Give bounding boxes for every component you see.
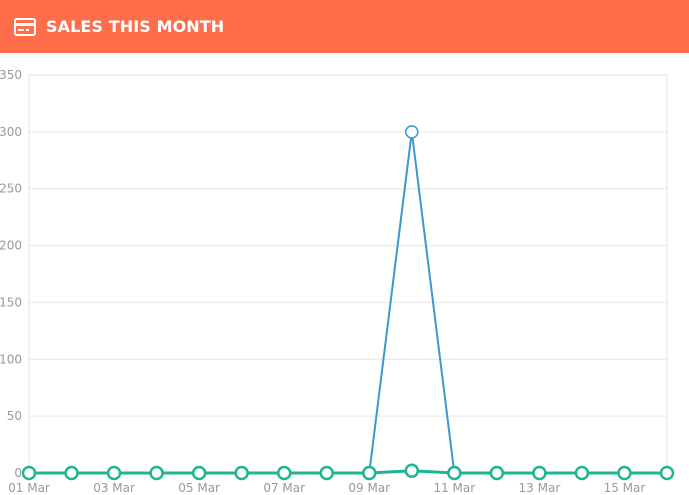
x-tick-label: 07 Mar <box>263 481 305 495</box>
data-point <box>574 465 590 481</box>
data-point <box>532 465 547 481</box>
x-tick-label: 11 Mar <box>433 481 475 495</box>
data-point <box>405 125 419 139</box>
y-tick-label: 300 <box>0 125 22 139</box>
sales-chart: 0 50 100 150 200 250 300 350 01 Mar 03 Mar 05 Mar… <box>0 53 689 495</box>
widget-title: SALES THIS MONTH <box>46 17 225 36</box>
y-tick-label: 50 <box>7 409 22 423</box>
data-point <box>617 465 632 481</box>
y-tick-label: 100 <box>0 352 22 366</box>
data-point <box>234 465 249 481</box>
credit-card-icon <box>14 16 36 38</box>
data-point <box>149 465 164 481</box>
widget-header: SALES THIS MONTH <box>0 0 689 53</box>
series-line <box>29 469 667 475</box>
y-tick-label: 150 <box>0 295 22 309</box>
x-tick-label: 01 Mar <box>8 481 50 495</box>
data-point <box>362 465 377 481</box>
grid-lines <box>28 74 668 474</box>
x-tick-label: 15 Mar <box>604 481 646 495</box>
data-point <box>489 465 505 481</box>
data-point <box>64 465 79 481</box>
y-tick-label: 350 <box>0 68 22 82</box>
data-point <box>659 465 675 481</box>
data-point <box>191 465 207 481</box>
data-point <box>319 465 334 481</box>
y-tick-label: 0 <box>14 466 22 480</box>
data-point <box>447 465 462 481</box>
x-tick-label: 03 Mar <box>93 481 135 495</box>
y-axis-ticks: 0 50 100 150 200 250 300 350 <box>0 68 22 480</box>
x-tick-label: 05 Mar <box>178 481 220 495</box>
x-tick-label: 09 Mar <box>348 481 390 495</box>
series-lines <box>29 130 667 475</box>
x-tick-label: 13 Mar <box>519 481 561 495</box>
x-axis-ticks: 01 Mar 03 Mar 05 Mar 07 Mar 09 Mar 11 Mar 13 M… <box>8 481 645 495</box>
y-tick-label: 200 <box>0 239 22 253</box>
data-point <box>276 465 292 481</box>
data-point <box>106 465 122 481</box>
y-tick-label: 250 <box>0 182 22 196</box>
series-markers <box>21 125 675 481</box>
data-point <box>404 463 420 478</box>
sales-line-chart: 0 50 100 150 200 250 300 350 01 Mar 03 Mar 05 Mar… <box>0 68 675 495</box>
data-point <box>21 465 37 481</box>
